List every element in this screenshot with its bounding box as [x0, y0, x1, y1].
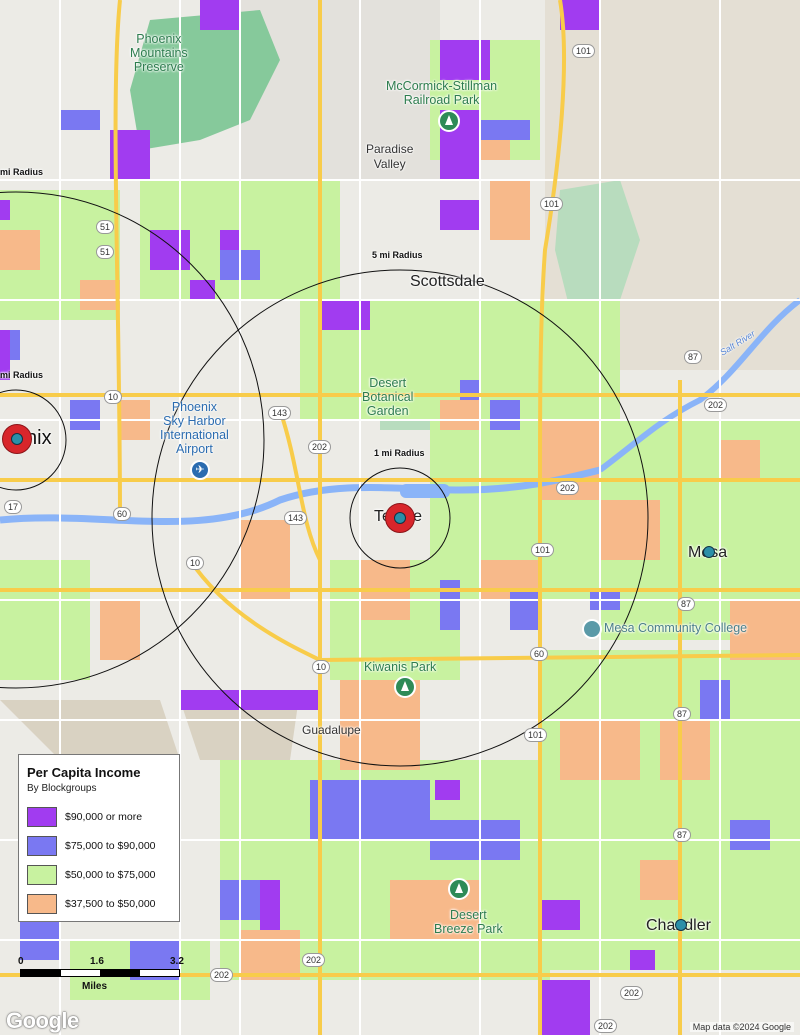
radius-label: 5 mi Radius: [372, 250, 423, 260]
park-area: [555, 180, 640, 310]
airport-icon[interactable]: ✈: [190, 460, 210, 480]
airport-label: Phoenix Sky Harbor International Airport: [160, 400, 229, 456]
place-label-phoenix: nix: [26, 427, 52, 449]
legend-swatch: [27, 806, 57, 827]
radius-label: mi Radius: [0, 370, 44, 380]
highway-shield: 60: [113, 507, 132, 521]
terrain-area: [0, 700, 180, 760]
highway-shield: 202: [556, 481, 580, 495]
legend-item: $50,000 to $75,000: [27, 860, 171, 889]
highway-shield: 101: [531, 543, 555, 557]
highway-shield: 101: [572, 44, 596, 58]
legend-subtitle: By Blockgroups: [27, 783, 97, 794]
radius-5mi-phoenix: [0, 191, 265, 689]
highway-shield: 60: [530, 647, 549, 661]
scale-unit: Miles: [82, 981, 108, 992]
map-legend: Per Capita Income By Blockgroups $90,000…: [18, 754, 180, 922]
park-label: Desert Breeze Park: [434, 908, 503, 936]
legend-item: $90,000 or more: [27, 802, 171, 831]
google-logo: Google: [6, 1008, 79, 1033]
radius-label: 1 mi Radius: [374, 448, 425, 458]
park-pin-icon[interactable]: [394, 676, 416, 698]
highway-shield: 202: [594, 1019, 618, 1033]
park-label: McCormick-Stillman Railroad Park: [386, 79, 498, 107]
highway-shield: 51: [96, 245, 115, 259]
place-label-scottsdale: Scottsdale: [410, 273, 485, 290]
highway-shield: 87: [684, 350, 703, 364]
highway-shield: 202: [704, 398, 728, 412]
highway-shield: 101: [524, 728, 548, 742]
terrain-area: [240, 0, 440, 180]
poi-label-mesa-cc: Mesa Community College: [604, 621, 748, 635]
highway-shield: 87: [677, 597, 696, 611]
radius-1mi-tempe: [349, 467, 451, 569]
site-marker-tempe[interactable]: [385, 503, 415, 533]
highway-shield: 101: [540, 197, 564, 211]
park-area: [130, 10, 280, 150]
highway-shield: 202: [210, 968, 234, 982]
place-label-guadalupe: Guadalupe: [302, 723, 361, 737]
scale-tick: 3.2: [170, 956, 184, 967]
radius-1mi-phoenix: [0, 389, 67, 491]
highway-shield: 10: [312, 660, 331, 674]
highway-shield: 87: [673, 828, 692, 842]
park-label: Phoenix Mountains Preserve: [130, 32, 188, 74]
legend-swatch: [27, 835, 57, 856]
radius-circles: [0, 191, 649, 767]
scale-bar-graphic: [20, 969, 180, 977]
highway-shield: 202: [302, 953, 326, 967]
legend-title: Per Capita Income: [27, 765, 141, 780]
highway-shield: 10: [186, 556, 205, 570]
park-pin-icon[interactable]: [438, 110, 460, 132]
school-pin-icon[interactable]: [582, 619, 602, 639]
legend-item: $75,000 to $90,000: [27, 831, 171, 860]
legend-swatch: [27, 864, 57, 885]
highway-shield: 143: [284, 511, 308, 525]
legend-swatch: [27, 893, 57, 914]
location-dot-mesa[interactable]: [703, 546, 715, 558]
radius-5mi-tempe: [151, 269, 649, 767]
map-attribution[interactable]: Map data ©2024 Google: [689, 1022, 794, 1032]
highway-shield: 87: [673, 707, 692, 721]
highway-shield: 202: [308, 440, 332, 454]
location-dot-chandler[interactable]: [675, 919, 687, 931]
scale-tick: 1.6: [90, 956, 104, 967]
park-label: Desert Botanical Garden: [362, 376, 414, 418]
highway-shield: 202: [620, 986, 644, 1000]
scale-tick: 0: [18, 956, 24, 967]
park-label: Kiwanis Park: [364, 660, 437, 674]
legend-item: $37,500 to $50,000: [27, 889, 171, 918]
highway-shield: 143: [268, 406, 292, 420]
site-marker-phoenix[interactable]: [2, 424, 32, 454]
highway-shield: 51: [96, 220, 115, 234]
park-pin-icon[interactable]: [448, 878, 470, 900]
scale-bar: 0 1.6 3.2 Miles: [18, 956, 190, 996]
highway-shield: 10: [104, 390, 123, 404]
radius-label: mi Radius: [0, 167, 44, 177]
place-label-paradise-valley: Paradise Valley: [366, 142, 414, 171]
highway-shield: 17: [4, 500, 23, 514]
